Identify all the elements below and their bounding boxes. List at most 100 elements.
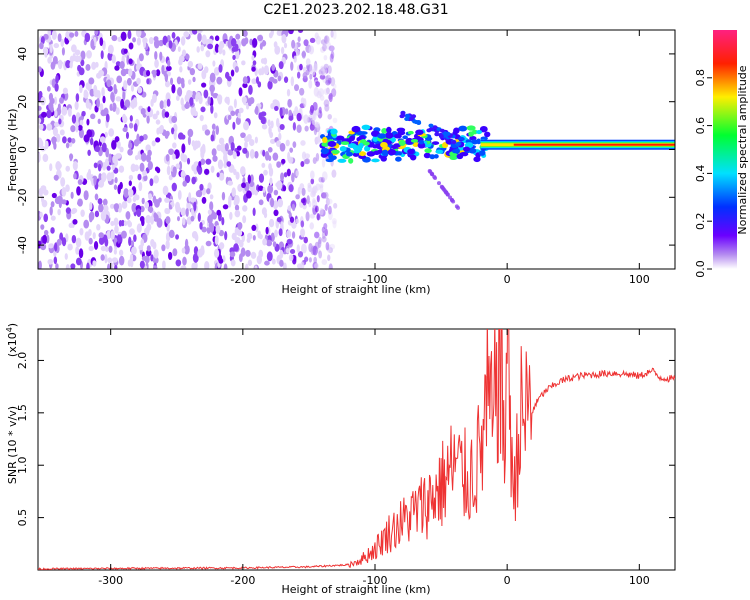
top-y-ticks: -40 -20 0 20 40 [16,47,675,254]
noise-point [288,254,294,262]
noise-point [279,249,284,259]
noise-point [224,231,228,241]
bottom-y-axis-label: SNR (10 * v/v) [6,406,19,484]
noise-point [158,39,164,47]
noise-point [237,229,243,237]
noise-point [84,32,91,43]
noise-point [333,202,338,209]
noise-point [264,260,270,266]
noise-point [203,89,209,99]
noise-point [57,103,61,111]
noise-point [324,228,328,237]
noise-point [155,69,161,77]
noise-point [122,127,128,133]
noise-point [133,234,137,242]
noise-point [61,47,65,56]
noise-point [286,238,293,245]
noise-point [138,181,143,192]
noise-point [226,96,230,106]
noise-point [300,261,305,269]
noise-point [65,264,70,269]
noise-point [296,124,302,134]
noise-point [136,223,142,233]
noise-point [102,40,106,51]
band-blob [337,158,347,163]
noise-point [150,98,154,107]
noise-point [107,44,114,55]
noise-point [279,124,285,131]
noise-point [96,224,101,231]
noise-point [71,234,77,244]
noise-point [203,124,208,131]
noise-point [153,212,158,220]
noise-point [221,191,226,201]
band-blob [393,133,402,139]
noise-point [89,201,93,211]
noise-point [197,249,203,258]
noise-point [120,219,125,227]
band-blob [458,125,468,132]
noise-point [309,37,316,44]
noise-point [319,184,324,193]
bottom-y-tick-label: 1.5 [16,404,29,422]
noise-point [251,55,255,61]
noise-point [187,90,193,97]
noise-point [161,64,165,75]
noise-point [327,77,332,84]
noise-point [128,174,134,181]
noise-point [64,253,68,260]
bottom-x-tick-label: 100 [629,574,650,587]
noise-point [65,184,70,193]
noise-point [58,118,62,125]
noise-point [100,109,107,117]
noise-point [288,184,294,193]
noise-point [191,262,196,269]
noise-point [207,43,214,50]
noise-point [133,164,139,172]
noise-point [241,60,246,66]
noise-point [69,153,73,162]
noise-point [54,83,59,92]
noise-point [290,61,294,71]
colorbar-tick-label: 0.8 [694,69,707,87]
top-x-tick-label: 0 [504,273,511,286]
noise-point [235,150,241,157]
noise-point [218,44,223,55]
noise-point [276,180,283,191]
noise-point [246,103,250,110]
noise-point [164,197,170,203]
band-blob [331,149,340,154]
band-blob [439,184,444,189]
noise-point [168,229,175,239]
noise-point [48,92,54,102]
noise-point [128,236,132,247]
noise-point [105,246,109,252]
noise-point [216,172,220,178]
noise-point [279,107,283,117]
noise-point [324,203,328,211]
noise-point [48,101,54,110]
noise-point [267,147,273,153]
band-blob [438,134,444,139]
noise-point [165,65,172,72]
noise-point [204,129,211,136]
noise-point [152,256,159,264]
noise-point [50,201,55,208]
noise-point [196,140,201,148]
noise-point [200,106,206,113]
noise-point [261,124,268,130]
noise-point [186,216,192,225]
noise-point [274,105,279,112]
noise-point [294,49,301,57]
noise-point [108,128,115,137]
band-blob [396,151,403,156]
noise-point [318,176,324,183]
bottom-y-tick-label: 0.5 [16,509,29,527]
noise-point [81,110,86,117]
noise-point [231,187,236,197]
noise-point [46,109,52,119]
noise-point [325,197,330,206]
noise-point [184,238,189,249]
noise-point [49,163,53,172]
noise-point [39,211,43,218]
